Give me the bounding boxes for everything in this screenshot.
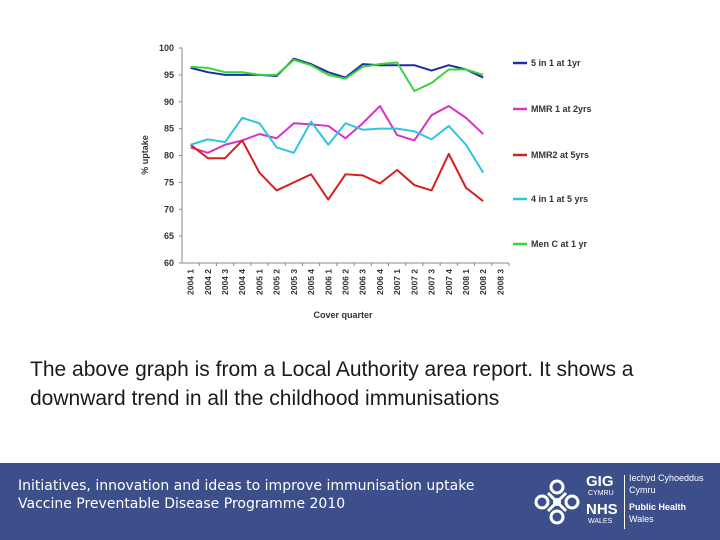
y-tick-label: 75 xyxy=(164,177,174,187)
x-tick-label: 2005 1 xyxy=(254,269,264,295)
x-tick-label: 2004 2 xyxy=(203,269,213,295)
nhs-wales-logo: GIG CYMRU NHS WALES Iechyd Cyhoeddus Cym… xyxy=(528,471,714,533)
y-axis-label: % uptake xyxy=(140,135,150,175)
x-tick-label: 2007 1 xyxy=(392,269,402,295)
chart-legend: 5 in 1 at 1yr MMR 1 at 2yrs MMR2 at 5yrs 4 … xyxy=(513,58,592,249)
legend-label: MMR 1 at 2yrs xyxy=(531,104,592,114)
x-tick-label: 2008 1 xyxy=(461,269,471,295)
y-tick-label: 65 xyxy=(164,231,174,241)
x-tick-label: 2006 3 xyxy=(358,269,368,295)
x-tick-label: 2006 4 xyxy=(375,269,385,295)
series-line-3 xyxy=(190,116,485,174)
legend-label: 4 in 1 at 5 yrs xyxy=(531,194,588,204)
x-tick-label: 2008 3 xyxy=(495,269,505,295)
legend-label: Men C at 1 yr xyxy=(531,239,588,249)
caption-text: The above graph is from a Local Authorit… xyxy=(30,358,634,410)
x-tick-label: 2004 1 xyxy=(186,269,196,295)
logo-divider xyxy=(624,475,625,529)
legend-label: 5 in 1 at 1yr xyxy=(531,58,581,68)
y-tick-label: 80 xyxy=(164,151,174,161)
x-tick-label: 2004 4 xyxy=(237,269,247,295)
logo-welsh-line2: Cymru xyxy=(629,485,656,495)
series-line-4 xyxy=(190,58,484,92)
x-tick-label: 2004 3 xyxy=(220,269,230,295)
legend-label: MMR2 at 5yrs xyxy=(531,150,589,160)
logo-welsh-line1: Iechyd Cyhoeddus xyxy=(629,473,704,483)
x-tick-label: 2005 4 xyxy=(306,269,316,295)
y-axis-ticks: 60 65 70 75 80 85 90 95 100 xyxy=(159,43,182,268)
y-tick-label: 60 xyxy=(164,258,174,268)
y-tick-label: 85 xyxy=(164,124,174,134)
footer-title: Initiatives, innovation and ideas to imp… xyxy=(18,478,475,494)
logo-cymru: CYMRU xyxy=(588,490,614,497)
x-tick-label: 2006 1 xyxy=(323,269,333,295)
x-tick-label: 2005 2 xyxy=(272,269,282,295)
logo-gig: GIG xyxy=(586,473,614,490)
footer-banner: Initiatives, innovation and ideas to imp… xyxy=(0,463,720,540)
series-line-2 xyxy=(189,139,484,202)
y-tick-label: 90 xyxy=(164,97,174,107)
logo-nhs: NHS xyxy=(586,501,618,518)
dragon-emblem-icon xyxy=(534,479,580,525)
x-axis-ticks: 2004 1 2004 2 2004 3 2004 4 2005 1 2005 2 2005… xyxy=(186,263,510,295)
chart-axes xyxy=(181,48,509,264)
x-tick-label: 2006 2 xyxy=(341,269,351,295)
x-tick-label: 2007 4 xyxy=(444,269,454,295)
logo-english-line1: Public Health xyxy=(629,502,687,512)
x-tick-label: 2005 3 xyxy=(289,269,299,295)
series-line-1 xyxy=(190,105,484,154)
y-tick-label: 100 xyxy=(159,43,174,53)
x-tick-label: 2008 2 xyxy=(478,269,488,295)
series-line-0 xyxy=(190,57,484,79)
series-lines xyxy=(189,57,485,202)
x-axis-label: Cover quarter xyxy=(313,310,373,320)
x-tick-label: 2007 3 xyxy=(427,269,437,295)
logo-english-line2: Wales xyxy=(629,514,654,524)
y-tick-label: 95 xyxy=(164,70,174,80)
y-tick-label: 70 xyxy=(164,204,174,214)
x-tick-label: 2007 2 xyxy=(409,269,419,295)
logo-wales: WALES xyxy=(588,518,613,525)
footer-subtitle: Vaccine Preventable Disease Programme 20… xyxy=(18,496,346,512)
